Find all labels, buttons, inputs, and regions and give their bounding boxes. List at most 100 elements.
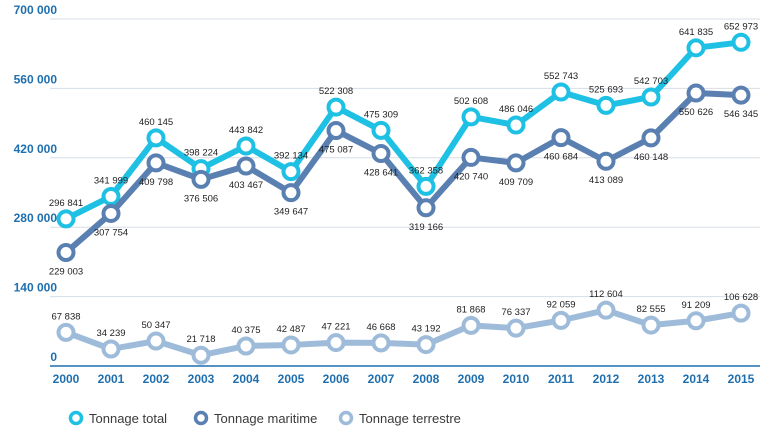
x-tick-label: 2015 (728, 372, 755, 386)
series-maritime (56, 83, 751, 262)
data-label: 67 838 (51, 311, 80, 322)
x-tick-label: 2004 (233, 372, 260, 386)
data-point (56, 242, 76, 262)
x-tick-label: 2006 (323, 372, 350, 386)
series-total (56, 32, 751, 229)
data-labels: 296 841 341 999 460 145 398 224 443 842 392 1… (49, 21, 758, 345)
data-label: 112 604 (589, 289, 623, 300)
data-label: 475 087 (319, 144, 353, 155)
data-label: 81 868 (456, 304, 485, 315)
data-label: 341 999 (94, 175, 128, 186)
data-point (101, 339, 121, 359)
data-point (731, 85, 751, 105)
data-label: 460 684 (544, 152, 578, 163)
data-point (506, 115, 526, 135)
data-label: 40 375 (231, 325, 260, 336)
data-point (551, 82, 571, 102)
data-label: 307 754 (94, 227, 128, 238)
x-tick-label: 2003 (188, 372, 215, 386)
data-label: 91 209 (681, 300, 710, 311)
y-axis: 0 140 000 280 000 420 000 560 000 700 000 (14, 3, 58, 364)
data-label: 43 192 (411, 324, 440, 335)
data-label: 409 798 (139, 177, 173, 188)
data-point (461, 107, 481, 127)
data-point (596, 151, 616, 171)
legend-marker-icon (68, 410, 84, 426)
data-point (416, 176, 436, 196)
data-label: 542 703 (634, 76, 668, 87)
data-label: 460 148 (634, 152, 668, 163)
data-label: 106 628 (724, 292, 758, 303)
data-point (641, 87, 661, 107)
legend-item-total: Tonnage total (68, 410, 167, 426)
x-tick-label: 2011 (548, 372, 574, 386)
data-point (551, 128, 571, 148)
data-point (281, 183, 301, 203)
y-tick-label: 420 000 (14, 142, 58, 156)
data-label: 502 608 (454, 96, 488, 107)
data-point (461, 147, 481, 167)
data-label: 398 224 (184, 148, 218, 159)
data-label: 546 345 (724, 109, 758, 120)
data-point (416, 335, 436, 355)
x-tick-label: 2005 (278, 372, 305, 386)
data-label: 376 506 (184, 193, 218, 204)
data-label: 522 308 (319, 86, 353, 97)
data-label: 428 641 (364, 168, 398, 179)
x-tick-label: 2013 (638, 372, 665, 386)
series-line (63, 307, 744, 359)
data-label: 486 046 (499, 104, 533, 115)
data-point (371, 144, 391, 164)
x-tick-label: 2008 (413, 372, 440, 386)
data-label: 475 309 (364, 109, 398, 120)
data-label: 403 467 (229, 180, 263, 191)
series-line (63, 39, 744, 222)
data-label: 420 740 (454, 171, 488, 182)
data-label: 50 347 (141, 320, 170, 331)
data-point (371, 333, 391, 353)
legend-marker-icon (338, 410, 354, 426)
data-point (146, 153, 166, 173)
y-tick-label: 700 000 (14, 3, 58, 17)
data-label: 460 145 (139, 117, 173, 128)
data-label: 34 239 (96, 328, 125, 339)
data-point (326, 97, 346, 117)
data-point (326, 333, 346, 353)
series-terrestre (56, 300, 751, 365)
data-point (596, 95, 616, 115)
series-line (63, 90, 744, 256)
data-point (506, 153, 526, 173)
data-label: 46 668 (366, 322, 395, 333)
data-point (731, 32, 751, 52)
data-point (101, 203, 121, 223)
data-point (326, 120, 346, 140)
data-point (731, 303, 751, 323)
data-label: 229 003 (49, 266, 83, 277)
data-point (236, 136, 256, 156)
x-tick-label: 2010 (503, 372, 530, 386)
legend-label: Tonnage terrestre (359, 411, 461, 426)
x-tick-label: 2001 (98, 372, 125, 386)
data-point (551, 310, 571, 330)
data-label: 82 555 (636, 304, 665, 315)
data-label: 92 059 (546, 299, 575, 310)
data-point (56, 322, 76, 342)
data-label: 392 134 (274, 151, 308, 162)
y-tick-label: 280 000 (14, 211, 58, 225)
x-axis: 2000 2001 2002 2003 2004 2005 2006 2007 2008 2009… (53, 372, 755, 386)
data-label: 76 337 (501, 307, 530, 318)
data-point (191, 345, 211, 365)
series-layer (56, 32, 751, 365)
legend-item-terrestre: Tonnage terrestre (338, 410, 461, 426)
x-tick-label: 2000 (53, 372, 80, 386)
legend: Tonnage total Tonnage maritime Tonnage ter… (68, 410, 461, 426)
data-label: 443 842 (229, 125, 263, 136)
data-point (281, 335, 301, 355)
data-point (686, 38, 706, 58)
data-label: 552 743 (544, 71, 578, 82)
data-point (416, 198, 436, 218)
data-point (461, 315, 481, 335)
data-label: 525 693 (589, 84, 623, 95)
data-label: 319 166 (409, 222, 443, 233)
